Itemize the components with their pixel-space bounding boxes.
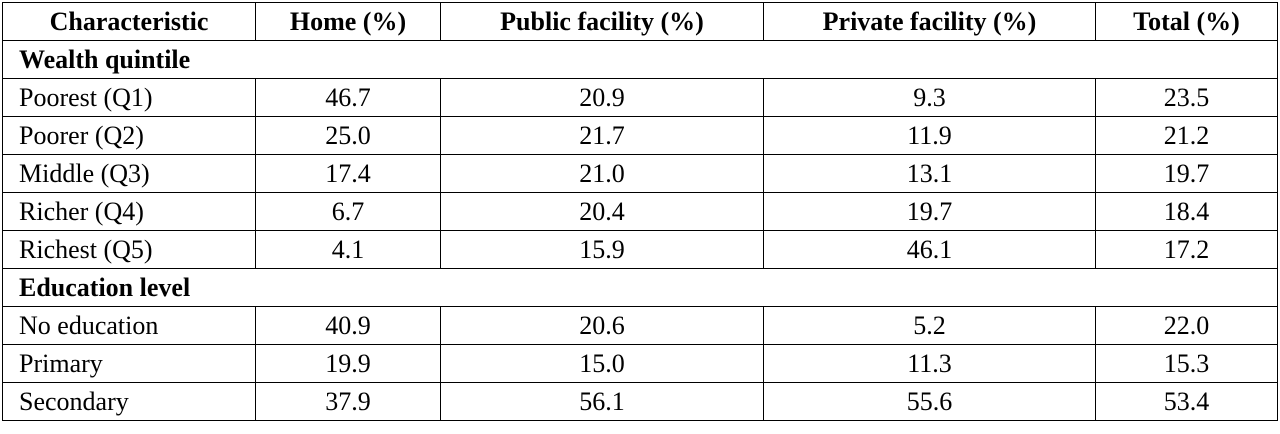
cell: 53.4 <box>1095 382 1278 421</box>
cell: 11.3 <box>763 344 1096 383</box>
cell: 19.7 <box>1095 154 1278 193</box>
cell: 20.4 <box>440 192 764 231</box>
header-cell: Home (%) <box>255 2 441 41</box>
cell: 21.7 <box>440 116 764 155</box>
section-title: Wealth quintile <box>2 40 1278 79</box>
row-label: Primary <box>2 344 256 383</box>
cell: 15.3 <box>1095 344 1278 383</box>
cell: 15.0 <box>440 344 764 383</box>
header-cell: Total (%) <box>1095 2 1278 41</box>
row-label: Poorer (Q2) <box>2 116 256 155</box>
data-row: Poorer (Q2) 25.0 21.7 11.9 21.2 <box>2 116 1278 155</box>
cell: 6.7 <box>255 192 441 231</box>
row-label: Richer (Q4) <box>2 192 256 231</box>
header-cell: Public facility (%) <box>440 2 764 41</box>
cell: 21.2 <box>1095 116 1278 155</box>
cell: 15.9 <box>440 230 764 269</box>
row-label: Poorest (Q1) <box>2 78 256 117</box>
row-label: No education <box>2 306 256 345</box>
cell: 20.9 <box>440 78 764 117</box>
row-label: Middle (Q3) <box>2 154 256 193</box>
cell: 9.3 <box>763 78 1096 117</box>
cell: 18.4 <box>1095 192 1278 231</box>
cell: 19.9 <box>255 344 441 383</box>
data-table: Characteristic Home (%) Public facility (%… <box>2 2 1278 421</box>
data-row: Secondary 37.9 56.1 55.6 53.4 <box>2 382 1278 421</box>
cell: 17.2 <box>1095 230 1278 269</box>
section-row: Wealth quintile <box>2 40 1278 79</box>
cell: 5.2 <box>763 306 1096 345</box>
cell: 23.5 <box>1095 78 1278 117</box>
cell: 46.7 <box>255 78 441 117</box>
cell: 4.1 <box>255 230 441 269</box>
cell: 55.6 <box>763 382 1096 421</box>
row-label: Secondary <box>2 382 256 421</box>
section-title: Education level <box>2 268 1278 307</box>
cell: 19.7 <box>763 192 1096 231</box>
data-row: Richest (Q5) 4.1 15.9 46.1 17.2 <box>2 230 1278 269</box>
cell: 40.9 <box>255 306 441 345</box>
cell: 22.0 <box>1095 306 1278 345</box>
cell: 37.9 <box>255 382 441 421</box>
data-row: Richer (Q4) 6.7 20.4 19.7 18.4 <box>2 192 1278 231</box>
table-body: Wealth quintile Poorest (Q1) 46.7 20.9 9.3 23… <box>2 40 1278 421</box>
header-cell: Characteristic <box>2 2 256 41</box>
data-row: No education 40.9 20.6 5.2 22.0 <box>2 306 1278 345</box>
cell: 20.6 <box>440 306 764 345</box>
cell: 13.1 <box>763 154 1096 193</box>
data-row: Middle (Q3) 17.4 21.0 13.1 19.7 <box>2 154 1278 193</box>
data-row: Primary 19.9 15.0 11.3 15.3 <box>2 344 1278 383</box>
cell: 46.1 <box>763 230 1096 269</box>
cell: 56.1 <box>440 382 764 421</box>
cell: 11.9 <box>763 116 1096 155</box>
data-row: Poorest (Q1) 46.7 20.9 9.3 23.5 <box>2 78 1278 117</box>
cell: 25.0 <box>255 116 441 155</box>
cell: 21.0 <box>440 154 764 193</box>
header-cell: Private facility (%) <box>763 2 1096 41</box>
section-row: Education level <box>2 268 1278 307</box>
row-label: Richest (Q5) <box>2 230 256 269</box>
cell: 17.4 <box>255 154 441 193</box>
header-row: Characteristic Home (%) Public facility (%… <box>2 2 1278 41</box>
